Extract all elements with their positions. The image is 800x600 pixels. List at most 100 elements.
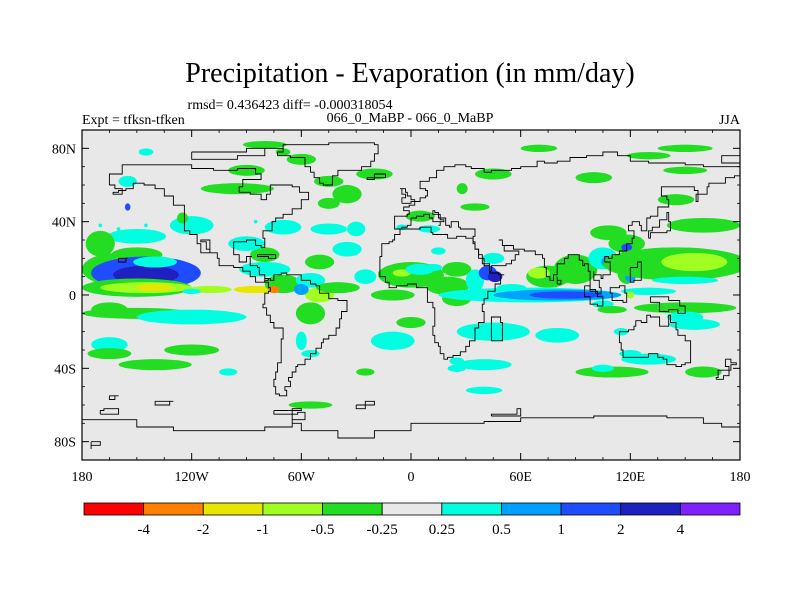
contour-region (418, 225, 441, 233)
colorbar-label: -0.5 (311, 522, 335, 538)
contour-region (431, 247, 446, 255)
coastline (629, 261, 642, 283)
contour-region (465, 386, 503, 395)
contour-region (482, 252, 505, 264)
colorbar-label: 0.25 (429, 522, 455, 538)
contour-region (535, 328, 580, 343)
coastline (355, 400, 375, 410)
contour-region (661, 252, 728, 272)
colorbar-swatch (620, 502, 681, 516)
coastline (90, 441, 101, 449)
coastline (648, 212, 671, 239)
colorbar-label: -0.25 (367, 522, 398, 538)
colorbar-label: 1 (557, 522, 565, 538)
coastline (379, 226, 505, 360)
contour-region (456, 322, 530, 341)
contour-region (449, 357, 465, 365)
contour-region (447, 364, 466, 373)
contour-region (529, 291, 603, 299)
contour-region (442, 262, 472, 277)
y-tick-label: 80N (52, 142, 76, 157)
contour-region (118, 175, 137, 187)
contour-region (460, 203, 490, 211)
colorbar-label: 4 (677, 522, 685, 538)
contour-region (668, 318, 720, 330)
contour-region (396, 317, 426, 328)
coastline (721, 155, 740, 164)
coastline (609, 285, 628, 303)
contour-region (133, 256, 178, 268)
contour-region (242, 141, 287, 149)
y-tick-label: 40N (52, 216, 76, 231)
coastline (154, 400, 174, 406)
contour-region (98, 223, 103, 228)
contour-region (520, 144, 558, 152)
contour-region (652, 276, 719, 285)
x-tick-label: 180 (730, 470, 751, 485)
contour-region (164, 344, 220, 356)
stats-line: rmsd= 0.436423 diff= -0.000318054 (188, 98, 393, 113)
contour-region (136, 309, 247, 325)
colorbar-swatch (679, 502, 741, 516)
contour-region (685, 366, 722, 378)
colorbar-swatch (322, 502, 383, 516)
contour-region (118, 359, 192, 371)
contour-region (591, 364, 614, 373)
contour-region (575, 172, 613, 184)
contour-region (314, 175, 344, 187)
colorbar-swatch (381, 502, 443, 516)
coastline (191, 147, 284, 160)
x-tick-label: 60E (509, 470, 532, 485)
contour-region (456, 359, 512, 371)
coastline (400, 188, 416, 204)
contour-region (663, 166, 708, 174)
contour-region (315, 282, 360, 294)
contour-region (91, 302, 128, 317)
coastline (618, 314, 692, 367)
contour-region (295, 302, 326, 325)
y-tick-label: 80S (54, 436, 76, 451)
season-label: JJA (719, 113, 741, 128)
contour-region (456, 183, 468, 195)
comparison-label: 066_0_MaBP - 066_0_MaBP (327, 111, 494, 126)
y-tick-label: 40S (54, 362, 76, 377)
contour-region (295, 331, 307, 351)
coastline (273, 408, 302, 415)
contour-region (619, 350, 642, 358)
contour-region (527, 267, 550, 279)
coastline (649, 296, 686, 314)
coastline (99, 408, 120, 415)
colorbar-label: -2 (197, 522, 210, 538)
contour-region (370, 331, 415, 351)
coastline (715, 369, 730, 380)
contour-region (169, 216, 214, 235)
coastline (584, 285, 604, 307)
colorbar-swatch (143, 502, 204, 516)
coastline (724, 358, 737, 371)
contour-region (332, 185, 362, 204)
coastline (394, 151, 740, 294)
colorbar-label: -4 (137, 522, 150, 538)
contour-region (317, 197, 340, 209)
colorbar-swatch (83, 502, 145, 516)
colorbar-swatch (262, 502, 323, 516)
contour-region (304, 254, 335, 270)
coastline (262, 272, 348, 397)
contour-region (85, 230, 115, 257)
contour-region (219, 368, 238, 376)
contour-region (138, 148, 154, 156)
contour-region (288, 401, 333, 409)
coastline-layer (82, 142, 740, 449)
colorbar-label: 2 (617, 522, 625, 538)
x-tick-label: 180 (72, 470, 93, 485)
contour-fill-layer (82, 141, 740, 409)
contour-region (405, 263, 435, 275)
coastline (257, 254, 277, 259)
contour-region (370, 289, 415, 301)
contour-region (294, 284, 309, 295)
contour-region (182, 288, 201, 295)
coastline (118, 257, 128, 263)
coastline (108, 164, 310, 283)
contour-region (626, 291, 634, 299)
